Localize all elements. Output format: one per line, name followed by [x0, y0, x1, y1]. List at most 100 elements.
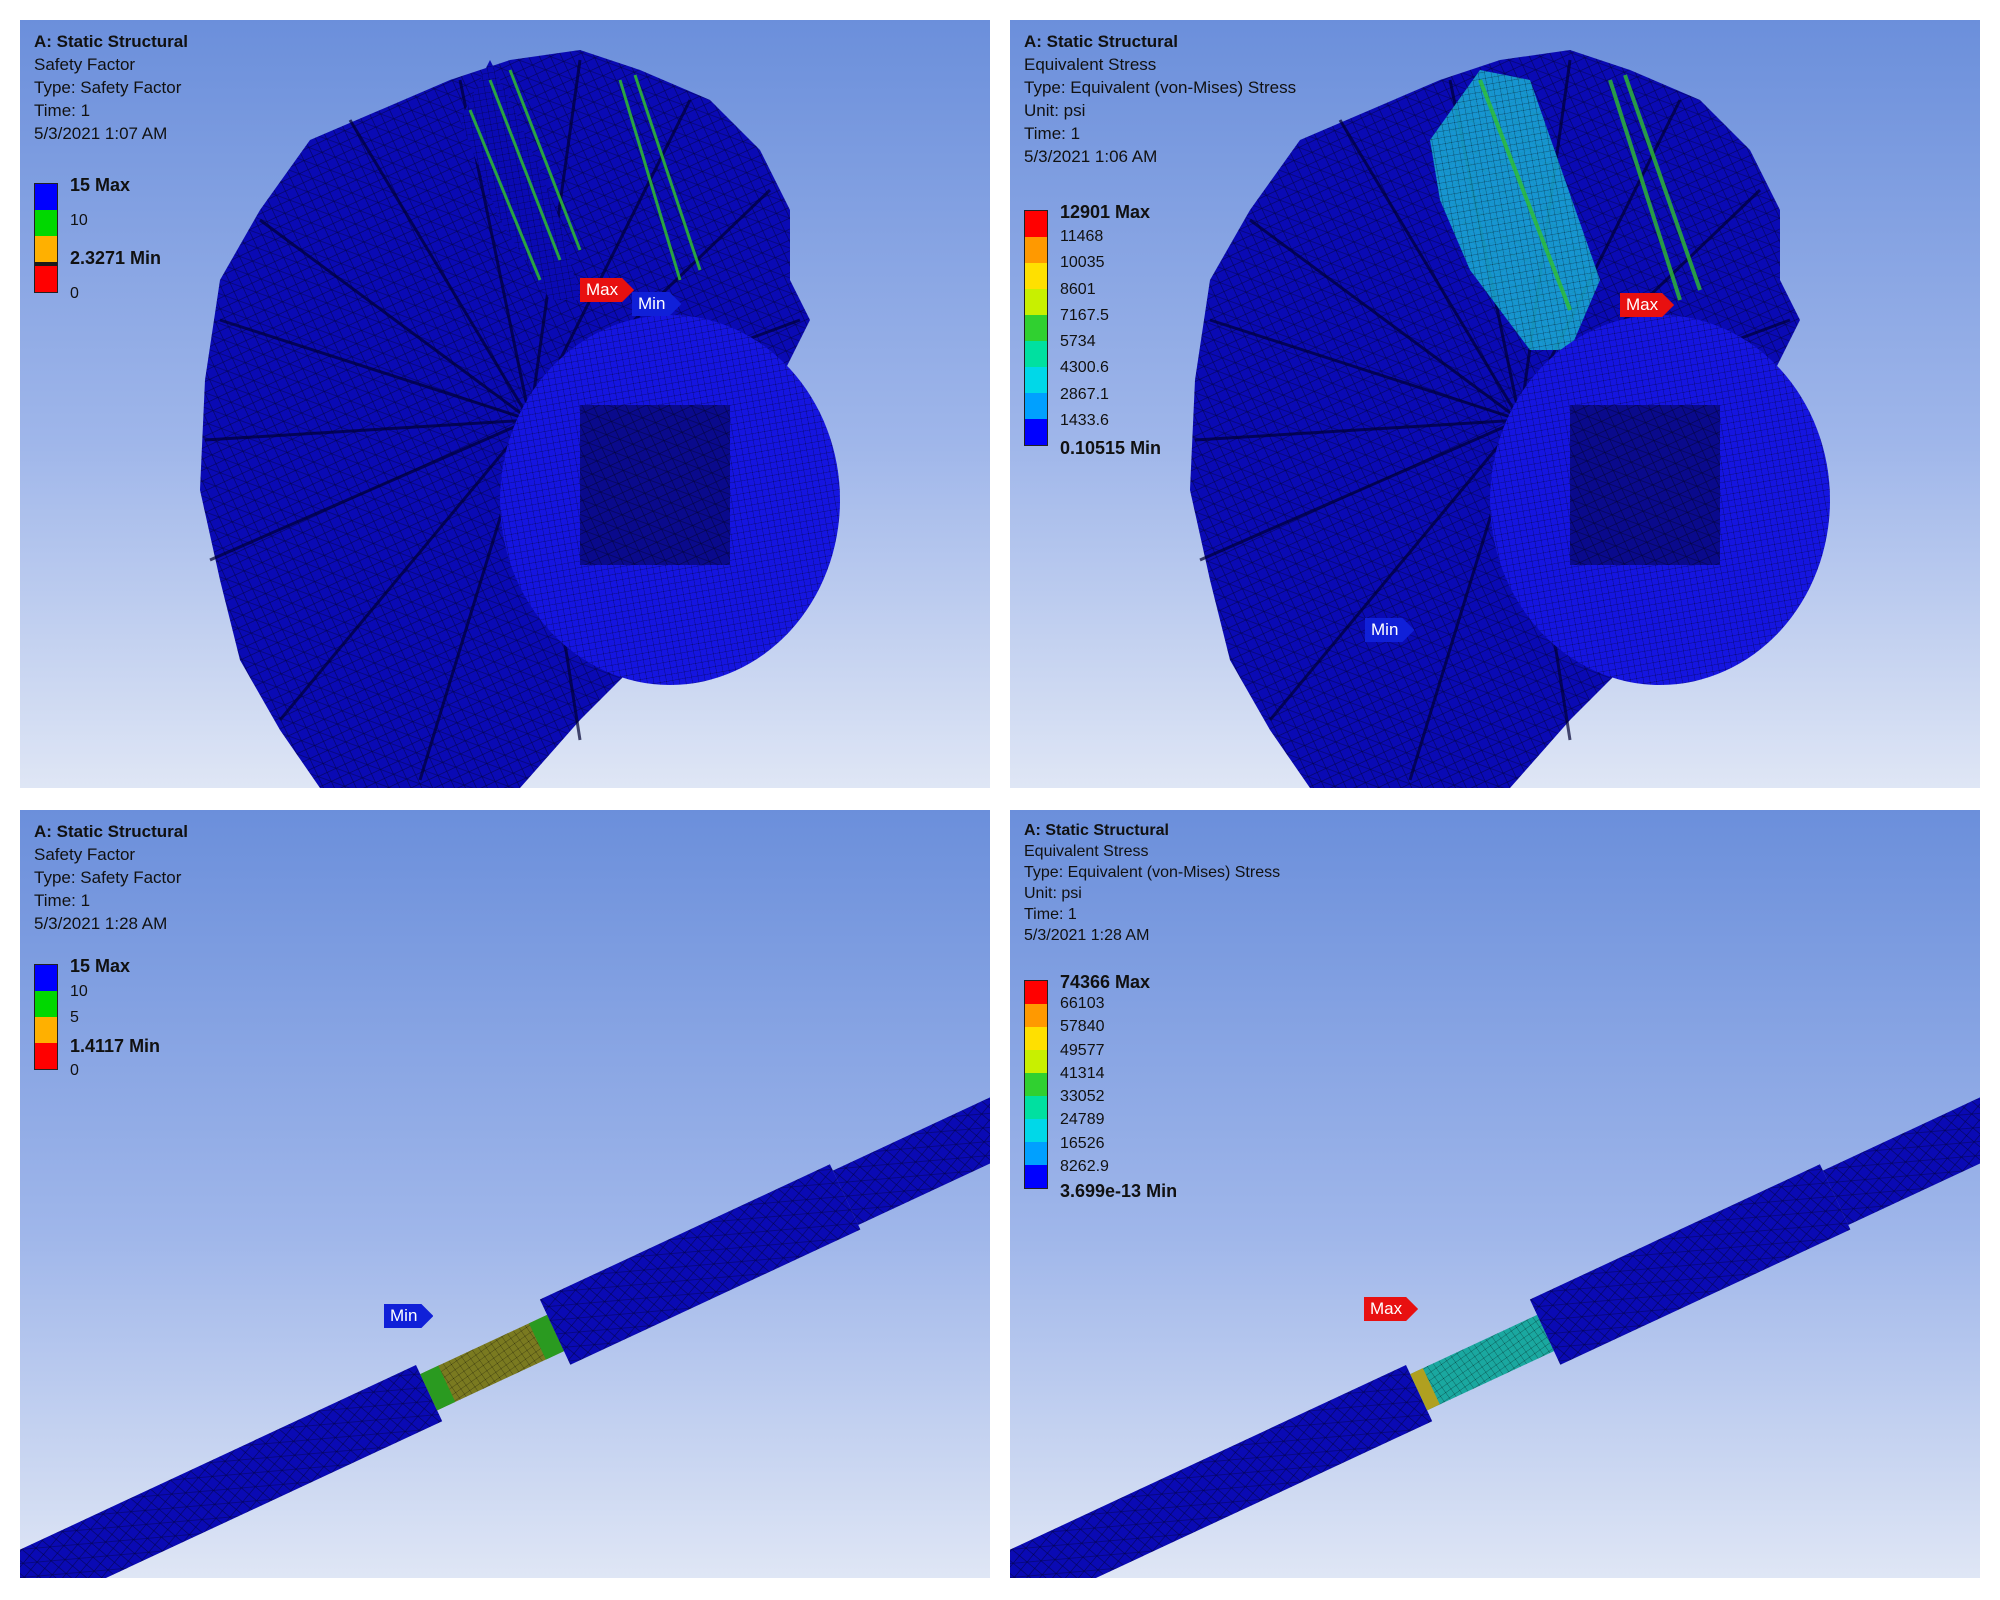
max-probe-label[interactable]: Max — [580, 278, 634, 302]
result-header: A: Static Structural Equivalent Stress T… — [1024, 820, 1280, 946]
legend-label: 15 Max — [70, 956, 131, 976]
result-type: Type: Equivalent (von-Mises) Stress — [1024, 78, 1297, 97]
legend-label: 24789 — [1060, 1111, 1105, 1129]
legend-swatch — [1025, 1073, 1047, 1096]
legend-swatch — [35, 1043, 57, 1069]
result-time: Time: 1 — [34, 101, 91, 120]
legend-swatch — [35, 965, 57, 991]
viewport-shaft-equivalent-stress[interactable]: A: Static Structural Equivalent Stress T… — [1010, 810, 1980, 1578]
analysis-title: A: Static Structural — [34, 822, 188, 841]
legend-label: 0 — [70, 1062, 79, 1079]
legend-label: 15 Max — [70, 175, 131, 195]
legend-swatch — [1025, 289, 1047, 315]
result-type: Type: Safety Factor — [34, 868, 182, 887]
result-type: Type: Safety Factor — [34, 78, 182, 97]
gear-mesh-model[interactable] — [20, 20, 990, 788]
viewport-gear-equivalent-stress[interactable]: A: Static Structural Equivalent Stress T… — [1010, 20, 1980, 788]
legend-swatch — [1025, 1004, 1047, 1027]
legend-label: 41314 — [1060, 1064, 1105, 1082]
result-header: A: Static Structural Safety Factor Type:… — [34, 30, 188, 145]
legend-label: 11468 — [1060, 228, 1104, 246]
legend-color-bar — [34, 964, 58, 1070]
max-probe-label[interactable]: Max — [1620, 293, 1674, 317]
result-header: A: Static Structural Safety Factor Type:… — [34, 820, 188, 935]
viewport-shaft-safety-factor[interactable]: A: Static Structural Safety Factor Type:… — [20, 810, 990, 1578]
legend-swatch — [1025, 341, 1047, 367]
legend-swatch — [1025, 1027, 1047, 1050]
min-probe-label[interactable]: Min — [632, 292, 681, 316]
legend-label: 57840 — [1060, 1018, 1105, 1036]
legend-label: 0 — [70, 285, 79, 302]
legend-label: 12901 Max — [1060, 202, 1151, 222]
result-name: Equivalent Stress — [1024, 55, 1157, 74]
shaft-mesh-model[interactable] — [20, 810, 990, 1578]
result-date: 5/3/2021 1:28 AM — [34, 914, 168, 933]
analysis-title: A: Static Structural — [34, 32, 188, 51]
legend-label: 4300.6 — [1060, 359, 1109, 377]
legend-label: 1.4117 Min — [70, 1035, 161, 1056]
legend-swatch — [1025, 367, 1047, 393]
legend-label: 10035 — [1060, 254, 1105, 272]
result-unit: Unit: psi — [1024, 101, 1086, 120]
legend-label: 3.699e-13 Min — [1060, 1181, 1178, 1201]
legend-swatch — [1025, 1096, 1047, 1119]
legend-label: 49577 — [1060, 1041, 1105, 1059]
analysis-title: A: Static Structural — [1024, 822, 1169, 839]
legend-label: 5734 — [1060, 333, 1096, 351]
legend-label: 33052 — [1060, 1088, 1105, 1106]
result-name: Safety Factor — [34, 845, 136, 864]
result-time: Time: 1 — [34, 891, 91, 910]
result-time: Time: 1 — [1024, 124, 1081, 143]
max-probe-label[interactable]: Max — [1364, 1297, 1418, 1321]
legend-label: 1433.6 — [1060, 411, 1109, 429]
legend-swatch — [1025, 237, 1047, 263]
legend-swatch — [1025, 315, 1047, 341]
legend-swatch — [35, 1017, 57, 1043]
legend-label: 66103 — [1060, 995, 1105, 1013]
analysis-title: A: Static Structural — [1024, 32, 1178, 51]
legend-color-bar — [1024, 210, 1048, 446]
legend-swatch — [1025, 1050, 1047, 1073]
result-name: Equivalent Stress — [1024, 843, 1149, 860]
legend-swatch — [35, 236, 57, 262]
legend-label: 5 — [70, 1009, 79, 1026]
legend-swatch — [1025, 1119, 1047, 1142]
viewport-gear-safety-factor[interactable]: A: Static Structural Safety Factor Type:… — [20, 20, 990, 788]
legend-color-bar — [1024, 980, 1048, 1189]
result-date: 5/3/2021 1:28 AM — [1024, 927, 1150, 944]
result-date: 5/3/2021 1:07 AM — [34, 124, 168, 143]
legend-label: 10 — [70, 211, 88, 229]
result-date: 5/3/2021 1:06 AM — [1024, 147, 1158, 166]
result-header: A: Static Structural Equivalent Stress T… — [1024, 30, 1296, 168]
result-unit: Unit: psi — [1024, 885, 1082, 902]
legend-label: 10 — [70, 982, 88, 1000]
legend-label: 2867.1 — [1060, 385, 1109, 403]
legend-swatch — [35, 184, 57, 210]
result-name: Safety Factor — [34, 55, 136, 74]
legend-swatch — [1025, 1165, 1047, 1188]
legend-swatch — [1025, 1142, 1047, 1165]
result-time: Time: 1 — [1024, 906, 1077, 923]
legend-swatch — [1025, 419, 1047, 445]
legend-color-bar — [34, 183, 58, 293]
legend-swatch — [35, 210, 57, 236]
legend-swatch — [35, 266, 57, 292]
legend-swatch — [35, 991, 57, 1017]
result-type: Type: Equivalent (von-Mises) Stress — [1024, 864, 1281, 881]
legend-label: 0.10515 Min — [1060, 438, 1162, 458]
min-probe-label[interactable]: Min — [1365, 618, 1414, 642]
legend-swatch — [1025, 263, 1047, 289]
legend-label: 74366 Max — [1060, 972, 1151, 992]
legend-swatch — [1025, 211, 1047, 237]
legend-label: 8601 — [1060, 280, 1096, 298]
legend-swatch — [1025, 981, 1047, 1004]
gear-mesh-model[interactable] — [1010, 20, 1980, 788]
legend-label: 8262.9 — [1060, 1157, 1109, 1175]
min-probe-label[interactable]: Min — [384, 1304, 433, 1328]
legend-swatch — [1025, 393, 1047, 419]
legend-label: 16526 — [1060, 1134, 1105, 1152]
legend-swatch — [35, 262, 57, 266]
shaft-mesh-model[interactable] — [1010, 810, 1980, 1578]
legend-label: 7167.5 — [1060, 306, 1109, 324]
legend-label: 2.3271 Min — [70, 248, 162, 269]
